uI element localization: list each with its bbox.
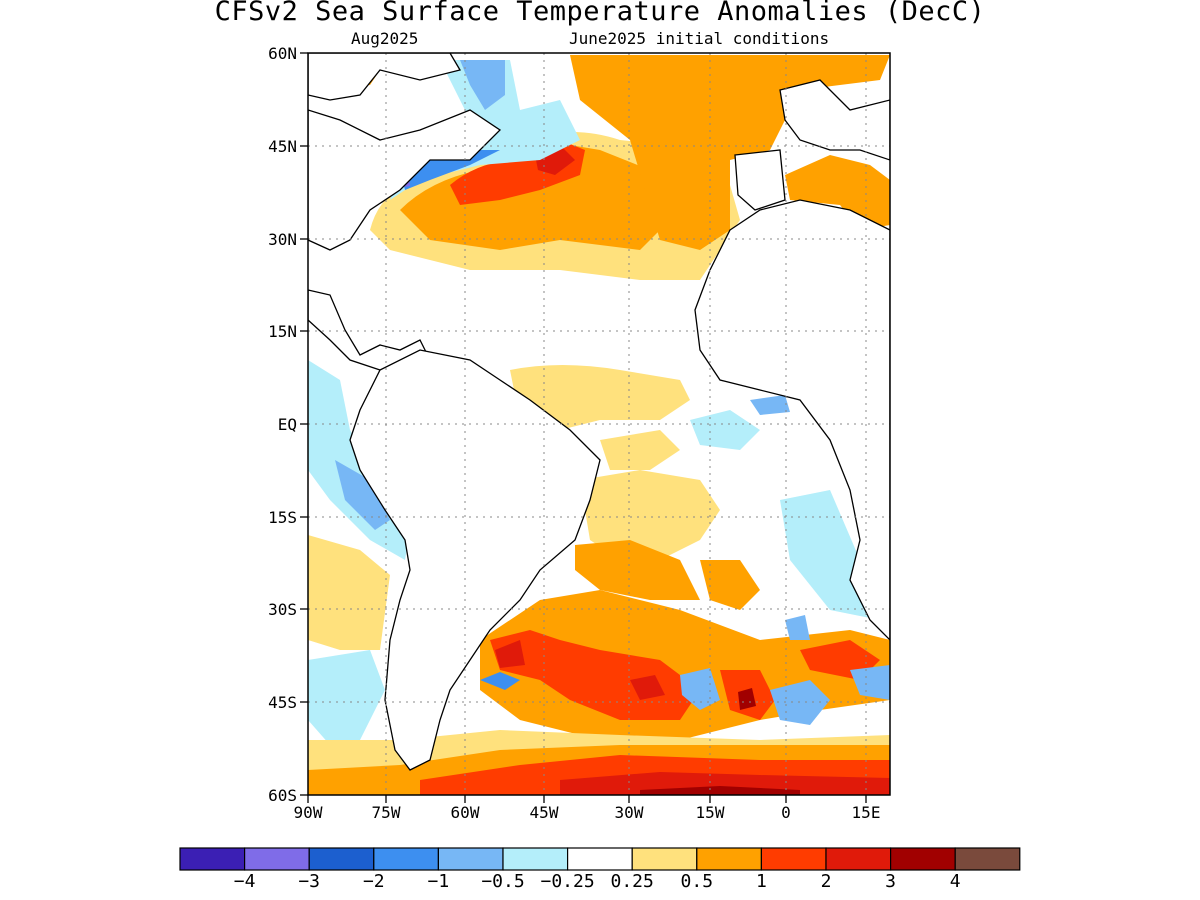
lon-label: 15W — [695, 803, 725, 822]
colorbar-label: 0.5 — [680, 871, 714, 892]
med-orange — [785, 155, 890, 230]
colorbar-swatch — [179, 847, 246, 871]
greenland-coast — [308, 53, 462, 101]
lat-label: 30S — [268, 600, 297, 619]
lat-label: 15N — [268, 322, 297, 341]
colorbar-swatch — [696, 847, 762, 871]
pac-blue — [335, 460, 390, 530]
europe — [779, 79, 890, 161]
colorbar-swatch — [889, 847, 956, 871]
axis-ticks — [300, 52, 867, 803]
colorbar-swatch — [825, 847, 892, 871]
lon-label: 0 — [781, 803, 791, 822]
colorbar-label: 4 — [949, 871, 961, 892]
colorbar-swatch — [373, 847, 439, 871]
sa-orange — [575, 540, 700, 600]
south-deepred — [640, 786, 800, 795]
coastlines — [308, 53, 890, 771]
central-america — [308, 289, 431, 376]
colorbar-label: −3 — [298, 871, 321, 892]
grid-lines — [308, 53, 890, 795]
colorbar-label: 0.25 — [610, 871, 654, 892]
so-cold4 — [850, 665, 890, 700]
africa — [694, 199, 890, 641]
colorbar-swatch — [244, 847, 310, 871]
so-darkred3 — [738, 688, 756, 710]
so-cold2 — [680, 668, 720, 710]
colorbar-label: −0.5 — [481, 871, 525, 892]
colorbar-swatch — [308, 847, 375, 871]
lon-label: 60W — [450, 803, 480, 822]
pac-cold-s — [308, 650, 385, 745]
north-america — [308, 109, 502, 251]
lon-label: 30W — [614, 803, 644, 822]
so-darkred — [495, 640, 525, 668]
lat-label: 45N — [268, 137, 297, 156]
lat-label: EQ — [277, 415, 297, 434]
na-orange-east — [570, 55, 890, 250]
colorbar-swatch — [502, 847, 569, 871]
sa-orange2 — [700, 560, 760, 610]
colorbar-swatch — [760, 847, 827, 871]
lat-label: 60S — [268, 786, 297, 805]
colorbar-swatch — [954, 847, 1021, 871]
colorbar — [179, 847, 1021, 871]
colorbar-swatch — [437, 847, 504, 871]
pac-yellow — [308, 535, 390, 650]
gulf-guinea-cold — [750, 395, 790, 415]
ne-blue — [460, 60, 505, 110]
south-america — [349, 349, 601, 771]
colorbar-label: 1 — [755, 871, 767, 892]
colorbar-label: 3 — [885, 871, 897, 892]
colorbar-label: −0.25 — [540, 871, 595, 892]
lat-label: 15S — [268, 508, 297, 527]
lat-label: 30N — [268, 230, 297, 249]
initial-conditions: June2025 initial conditions — [569, 29, 830, 48]
lat-label: 45S — [268, 693, 297, 712]
sa-yellow — [580, 470, 720, 560]
lat-label: 60N — [268, 44, 297, 63]
eq-cold — [690, 410, 760, 450]
colorbar-swatch — [631, 847, 698, 871]
eq-yellow — [510, 365, 690, 430]
colorbar-label: −4 — [233, 871, 256, 892]
colorbar-label: 2 — [820, 871, 832, 892]
so-darkred2 — [630, 675, 665, 700]
so-cold1 — [480, 672, 520, 690]
lon-label: 90W — [293, 803, 323, 822]
colorbar-label: −1 — [427, 871, 450, 892]
valid-month: Aug2025 — [351, 29, 419, 48]
eq-yellow2 — [600, 430, 680, 470]
iberia — [734, 149, 786, 211]
colorbar-label: −2 — [362, 871, 385, 892]
so-cold5 — [785, 615, 810, 640]
south-darkred — [560, 772, 890, 795]
map-title: CFSv2 Sea Surface Temperature Anomalies … — [214, 0, 986, 27]
lon-label: 15E — [851, 803, 881, 822]
lon-label: 75W — [371, 803, 401, 822]
lon-label: 45W — [529, 803, 559, 822]
colorbar-swatch — [566, 847, 633, 871]
